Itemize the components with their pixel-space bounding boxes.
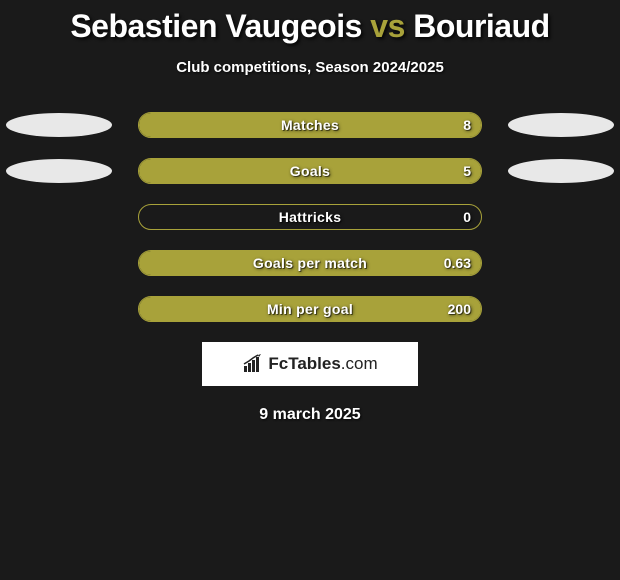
stat-row-min-per-goal: Min per goal 200 xyxy=(0,296,620,322)
bar-track: Min per goal 200 xyxy=(138,296,482,322)
right-ellipse xyxy=(508,113,614,137)
bar-track: Matches 8 xyxy=(138,112,482,138)
logo-prefix: Fc xyxy=(268,354,288,373)
right-ellipse xyxy=(508,159,614,183)
bar-value: 200 xyxy=(448,297,471,321)
bar-label: Hattricks xyxy=(139,205,481,229)
bar-chart-icon xyxy=(242,354,264,374)
bar-label: Goals per match xyxy=(139,251,481,275)
bar-label: Min per goal xyxy=(139,297,481,321)
stat-row-hattricks: Hattricks 0 xyxy=(0,204,620,230)
left-ellipse xyxy=(6,159,112,183)
logo-suffix: .com xyxy=(341,354,378,373)
comparison-title: Sebastien Vaugeois vs Bouriaud xyxy=(0,0,620,45)
bar-value: 5 xyxy=(463,159,471,183)
date-label: 9 march 2025 xyxy=(0,406,620,424)
logo-text: FcTables.com xyxy=(268,354,377,374)
bar-value: 0.63 xyxy=(444,251,471,275)
logo-box: FcTables.com xyxy=(202,342,418,386)
bar-label: Matches xyxy=(139,113,481,137)
vs-label: vs xyxy=(370,8,405,44)
bar-track: Hattricks 0 xyxy=(138,204,482,230)
player1-name: Sebastien Vaugeois xyxy=(70,8,362,44)
bar-value: 0 xyxy=(463,205,471,229)
stat-row-goals-per-match: Goals per match 0.63 xyxy=(0,250,620,276)
player2-name: Bouriaud xyxy=(413,8,549,44)
bar-track: Goals per match 0.63 xyxy=(138,250,482,276)
left-ellipse xyxy=(6,113,112,137)
bar-value: 8 xyxy=(463,113,471,137)
bar-track: Goals 5 xyxy=(138,158,482,184)
stats-rows: Matches 8 Goals 5 Hattricks 0 Goals per … xyxy=(0,112,620,322)
subtitle: Club competitions, Season 2024/2025 xyxy=(0,59,620,76)
stat-row-matches: Matches 8 xyxy=(0,112,620,138)
stat-row-goals: Goals 5 xyxy=(0,158,620,184)
bar-label: Goals xyxy=(139,159,481,183)
logo-main: Tables xyxy=(288,354,341,373)
